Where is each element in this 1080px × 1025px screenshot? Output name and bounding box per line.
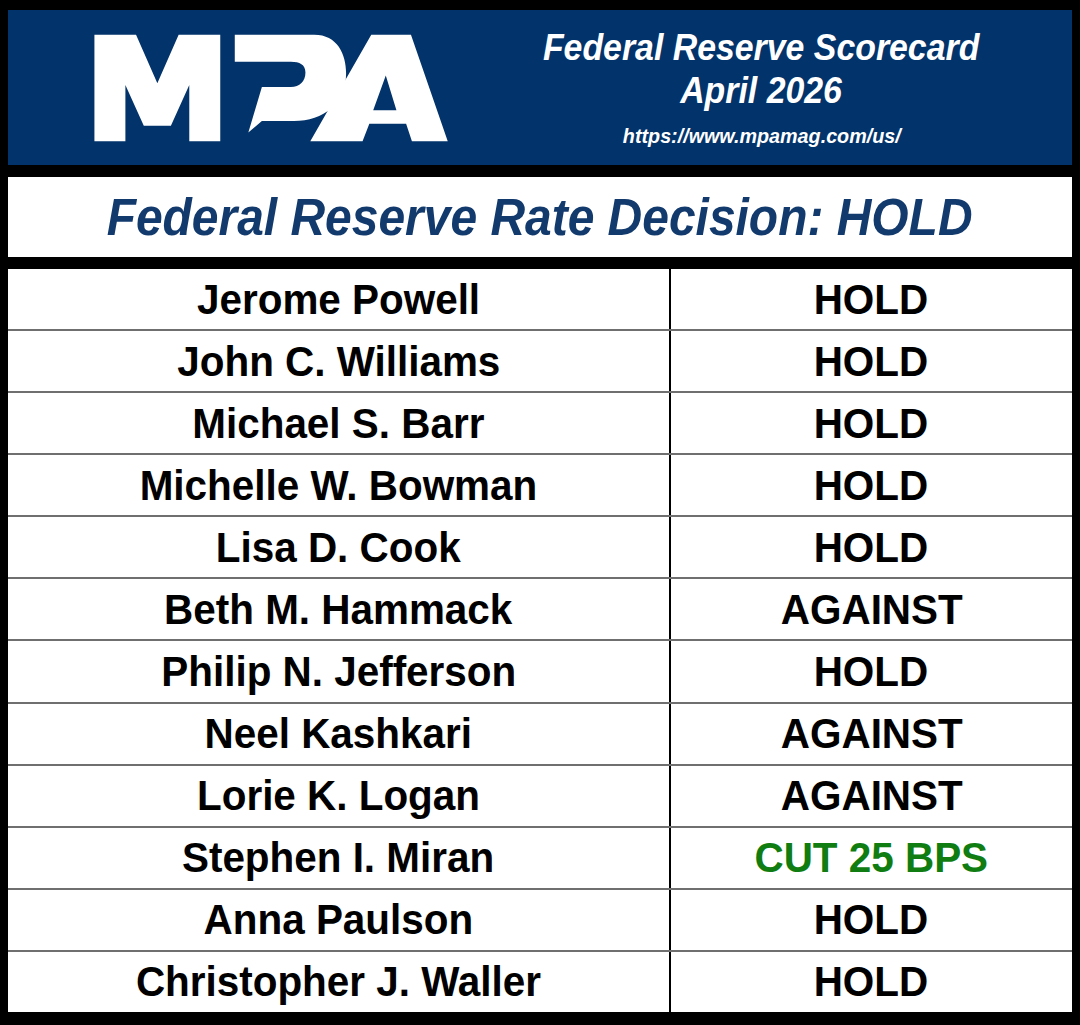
header-banner: Federal Reserve Scorecard April 2026 htt…	[8, 10, 1072, 165]
vote-cell: HOLD	[669, 331, 1072, 391]
vote-cell: HOLD	[669, 890, 1072, 950]
member-name: Michelle W. Bowman	[140, 461, 538, 510]
decision-banner: Federal Reserve Rate Decision: HOLD	[8, 177, 1072, 257]
table-row: Neel Kashkari AGAINST	[8, 702, 1072, 764]
table-row: Michael S. Barr HOLD	[8, 391, 1072, 453]
header-text-block: Federal Reserve Scorecard April 2026 htt…	[461, 27, 1072, 148]
table-row: Beth M. Hammack AGAINST	[8, 577, 1072, 639]
table-row: Stephen I. Miran CUT 25 BPS	[8, 826, 1072, 888]
member-name: Anna Paulson	[204, 895, 474, 944]
vote-value: HOLD	[814, 399, 929, 448]
vote-cell: HOLD	[669, 517, 1072, 577]
member-name: Lisa D. Cook	[216, 523, 461, 572]
vote-value: HOLD	[814, 523, 929, 572]
vote-cell: HOLD	[669, 952, 1072, 1012]
member-name-cell: Stephen I. Miran	[8, 828, 669, 888]
member-name-cell: John C. Williams	[8, 331, 669, 391]
table-row: Philip N. Jefferson HOLD	[8, 639, 1072, 701]
header-title: Federal Reserve Scorecard April 2026	[461, 27, 1062, 112]
member-name-cell: Beth M. Hammack	[8, 579, 669, 639]
header-title-line2: April 2026	[681, 70, 843, 112]
decision-banner-text: Federal Reserve Rate Decision: HOLD	[107, 188, 973, 247]
member-name: Lorie K. Logan	[197, 771, 480, 820]
member-name: Michael S. Barr	[192, 399, 484, 448]
member-name-cell: Lisa D. Cook	[8, 517, 669, 577]
table-row: Christopher J. Waller HOLD	[8, 950, 1072, 1012]
table-row: Lorie K. Logan AGAINST	[8, 764, 1072, 826]
scorecard-infographic: Federal Reserve Scorecard April 2026 htt…	[0, 0, 1080, 1025]
mpa-logo	[86, 27, 461, 148]
member-name-cell: Christopher J. Waller	[8, 952, 669, 1012]
member-name: Neel Kashkari	[205, 709, 472, 758]
vote-cell: HOLD	[669, 455, 1072, 515]
member-name-cell: Neel Kashkari	[8, 704, 669, 764]
header-url: https://www.mpamag.com/us/	[461, 124, 1062, 148]
member-name-cell: Philip N. Jefferson	[8, 641, 669, 701]
member-name-cell: Michael S. Barr	[8, 393, 669, 453]
vote-cell: HOLD	[669, 269, 1072, 329]
header-title-line1: Federal Reserve Scorecard	[543, 27, 979, 69]
vote-value: CUT 25 BPS	[755, 833, 989, 882]
vote-value: AGAINST	[780, 709, 962, 758]
vote-cell: AGAINST	[669, 704, 1072, 764]
member-name: Philip N. Jefferson	[161, 647, 516, 696]
mpa-logo-icon	[86, 27, 461, 148]
scorecard-table: Jerome Powell HOLD John C. Williams HOLD…	[8, 269, 1072, 1012]
member-name-cell: Anna Paulson	[8, 890, 669, 950]
vote-cell: AGAINST	[669, 579, 1072, 639]
vote-cell: HOLD	[669, 641, 1072, 701]
table-row: Anna Paulson HOLD	[8, 888, 1072, 950]
vote-cell: AGAINST	[669, 766, 1072, 826]
vote-value: AGAINST	[780, 771, 962, 820]
vote-value: HOLD	[814, 337, 929, 386]
member-name: John C. Williams	[177, 337, 500, 386]
vote-value: HOLD	[814, 461, 929, 510]
member-name: Beth M. Hammack	[164, 585, 512, 634]
vote-value: HOLD	[814, 895, 929, 944]
member-name: Jerome Powell	[197, 275, 480, 324]
member-name-cell: Jerome Powell	[8, 269, 669, 329]
vote-value: AGAINST	[780, 585, 962, 634]
vote-value: HOLD	[814, 957, 929, 1006]
member-name-cell: Lorie K. Logan	[8, 766, 669, 826]
member-name-cell: Michelle W. Bowman	[8, 455, 669, 515]
member-name: Stephen I. Miran	[182, 833, 494, 882]
table-row: Lisa D. Cook HOLD	[8, 515, 1072, 577]
table-row: John C. Williams HOLD	[8, 329, 1072, 391]
vote-value: HOLD	[814, 275, 929, 324]
vote-cell: HOLD	[669, 393, 1072, 453]
vote-cell: CUT 25 BPS	[669, 828, 1072, 888]
vote-value: HOLD	[814, 647, 929, 696]
table-row: Jerome Powell HOLD	[8, 269, 1072, 329]
table-row: Michelle W. Bowman HOLD	[8, 453, 1072, 515]
member-name: Christopher J. Waller	[136, 957, 541, 1006]
